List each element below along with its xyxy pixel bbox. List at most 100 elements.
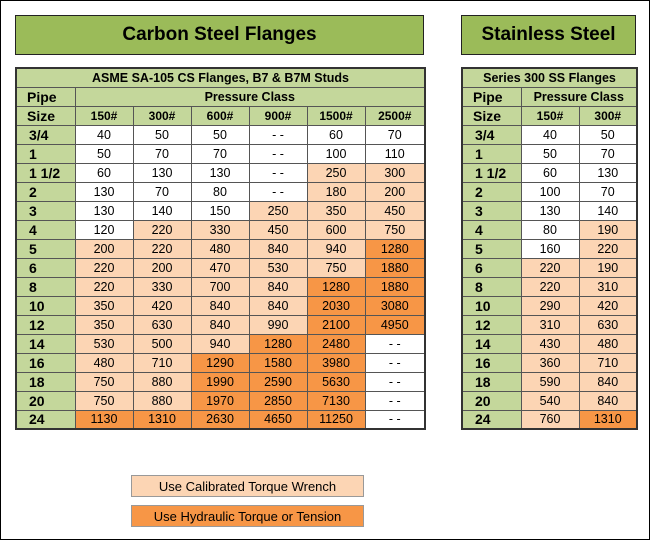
torque-value-cell: 200 — [132, 257, 192, 278]
legend-calibrated-torque-wrench: Use Calibrated Torque Wrench — [131, 475, 364, 497]
torque-value-cell: 1280 — [248, 333, 308, 354]
table-row: 4 80 190 — [461, 219, 638, 240]
pressure-class-1500: 1500# — [306, 105, 366, 126]
pipe-size-cell: 1 1/2 — [15, 162, 76, 183]
torque-value-cell: 130 — [74, 200, 134, 221]
torque-value-cell: - - — [248, 162, 308, 183]
torque-value-cell: 500 — [132, 333, 192, 354]
table-row: 1 50 70 70- -100 110 — [15, 143, 426, 164]
stainless-steel-table: Series 300 SS Flanges Pipe Pressure Clas… — [461, 67, 638, 430]
pipe-size-cell: 4 — [15, 219, 76, 240]
pipe-size-cell: 1 — [461, 143, 522, 164]
table-row: 3/4 40 50 50- -60 70 — [15, 124, 426, 145]
pipe-size-cell: 10 — [461, 295, 522, 316]
table-row: 2 100 70 — [461, 181, 638, 202]
torque-value-cell: 250 — [306, 162, 366, 183]
torque-value-cell: 80 — [190, 181, 250, 202]
torque-value-cell: 420 — [132, 295, 192, 316]
torque-value-cell: 2030 — [306, 295, 366, 316]
pipe-header: Pipe — [461, 86, 522, 107]
torque-value-cell: 350 — [306, 200, 366, 221]
torque-value-cell: 110 — [364, 143, 426, 164]
torque-value-cell: 5630 — [306, 371, 366, 392]
torque-value-cell: 3980 — [306, 352, 366, 373]
torque-value-cell: 40 — [520, 124, 580, 145]
torque-value-cell: 700 — [190, 276, 250, 297]
torque-value-cell: 130 — [520, 200, 580, 221]
torque-value-cell: 310 — [520, 314, 580, 335]
table-row: 2 130 70 80- -180 200 — [15, 181, 426, 202]
torque-value-cell: 200 — [74, 238, 134, 259]
pipe-size-cell: 14 — [15, 333, 76, 354]
torque-value-cell: 200 — [364, 181, 426, 202]
torque-value-cell: 450 — [364, 200, 426, 221]
torque-value-cell: 940 — [306, 238, 366, 259]
pipe-size-cell: 18 — [461, 371, 522, 392]
pipe-size-cell: 24 — [15, 409, 76, 430]
torque-value-cell: 120 — [74, 219, 134, 240]
table-row: 18 590 840 — [461, 371, 638, 392]
torque-value-cell: 630 — [578, 314, 638, 335]
torque-value-cell: 220 — [74, 276, 134, 297]
pipe-size-cell: 20 — [15, 390, 76, 411]
torque-value-cell: 70 — [190, 143, 250, 164]
pipe-size-cell: 2 — [15, 181, 76, 202]
torque-value-cell: 350 — [74, 295, 134, 316]
torque-value-cell: 710 — [578, 352, 638, 373]
torque-value-cell: 470 — [190, 257, 250, 278]
stainless-steel-title: Stainless Steel — [461, 15, 636, 55]
torque-value-cell: 180 — [306, 181, 366, 202]
pipe-size-cell: 12 — [461, 314, 522, 335]
torque-value-cell: 190 — [578, 219, 638, 240]
torque-value-cell: 310 — [578, 276, 638, 297]
torque-value-cell: 4950 — [364, 314, 426, 335]
torque-value-cell: - - — [364, 409, 426, 430]
torque-value-cell: 11250 — [306, 409, 366, 430]
pipe-size-cell: 12 — [15, 314, 76, 335]
torque-value-cell: 130 — [578, 162, 638, 183]
table-row: 3 130 140 — [461, 200, 638, 221]
pipe-size-cell: 16 — [461, 352, 522, 373]
torque-value-cell: 160 — [520, 238, 580, 259]
size-header: Size — [461, 105, 522, 126]
torque-value-cell: 50 — [132, 124, 192, 145]
torque-value-cell: 600 — [306, 219, 366, 240]
torque-value-cell: 750 — [364, 219, 426, 240]
table-row: 10 350 420 840 840 2030 3080 — [15, 295, 426, 316]
torque-value-cell: 1580 — [248, 352, 308, 373]
torque-value-cell: 50 — [520, 143, 580, 164]
torque-value-cell: 290 — [520, 295, 580, 316]
torque-value-cell: 50 — [190, 124, 250, 145]
pipe-size-cell: 3 — [15, 200, 76, 221]
table-row: 1 50 70 — [461, 143, 638, 164]
torque-value-cell: 190 — [578, 257, 638, 278]
torque-value-cell: 330 — [190, 219, 250, 240]
torque-value-cell: 250 — [248, 200, 308, 221]
torque-value-cell: 360 — [520, 352, 580, 373]
torque-value-cell: 2850 — [248, 390, 308, 411]
torque-value-cell: 2590 — [248, 371, 308, 392]
torque-value-cell: 2630 — [190, 409, 250, 430]
torque-value-cell: 1970 — [190, 390, 250, 411]
torque-value-cell: 840 — [248, 295, 308, 316]
table-row: 24 760 1310 — [461, 409, 638, 430]
pipe-size-cell: 10 — [15, 295, 76, 316]
table-row: 14 530 500 940 1280 2480- - — [15, 333, 426, 354]
torque-value-cell: 480 — [74, 352, 134, 373]
pressure-class-2500: 2500# — [364, 105, 426, 126]
torque-value-cell: 2480 — [306, 333, 366, 354]
torque-value-cell: 130 — [74, 181, 134, 202]
table-row: 10 290 420 — [461, 295, 638, 316]
torque-value-cell: 840 — [248, 276, 308, 297]
table-row: 1 1/2 60 130 130- -250 300 — [15, 162, 426, 183]
torque-value-cell: 220 — [578, 238, 638, 259]
torque-value-cell: 50 — [74, 143, 134, 164]
torque-value-cell: 50 — [578, 124, 638, 145]
table-row: 6 220 190 — [461, 257, 638, 278]
torque-value-cell: 70 — [132, 143, 192, 164]
table-row: 4 120 220 330 450 600 750 — [15, 219, 426, 240]
torque-value-cell: 450 — [248, 219, 308, 240]
pipe-size-cell: 4 — [461, 219, 522, 240]
torque-value-cell: 750 — [74, 371, 134, 392]
torque-value-cell: 100 — [520, 181, 580, 202]
